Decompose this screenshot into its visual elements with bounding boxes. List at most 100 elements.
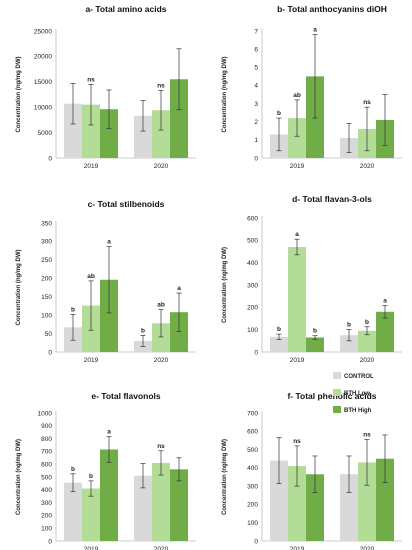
- bar-control-2019: [64, 482, 82, 541]
- significance-label: ab: [157, 302, 165, 309]
- panel-title: f- Total phenolic acids: [287, 391, 376, 401]
- y-tick-label: 500: [41, 474, 52, 481]
- x-tick-label: 2019: [290, 163, 305, 170]
- bar-bth-high-2019: [306, 474, 324, 541]
- legend: CONTROL BTH Low BTH High: [333, 372, 374, 414]
- y-axis-label: Concentration (ng/mg DW): [16, 439, 22, 515]
- bar-bth-low-2019: [288, 247, 306, 352]
- bar-bth-high-2019: [100, 279, 118, 352]
- significance-label: b: [347, 322, 351, 329]
- y-tick-label: 200: [247, 502, 258, 509]
- legend-label: BTH High: [344, 408, 372, 414]
- bar-control-2019: [270, 336, 288, 352]
- bar-bth-high-2020: [170, 79, 188, 158]
- significance-label: a: [177, 285, 181, 292]
- y-tick-label: 700: [41, 449, 52, 456]
- significance-label: b: [365, 319, 369, 326]
- y-tick-label: 200: [41, 276, 52, 283]
- y-tick-label: 25000: [34, 28, 52, 35]
- y-tick-label: 0: [48, 349, 52, 356]
- y-tick-label: 400: [247, 465, 258, 472]
- y-tick-label: 100: [41, 312, 52, 319]
- chart-panel-6: f- Total phenolic acids Concentration (ng…: [222, 391, 402, 550]
- y-tick-label: 300: [247, 483, 258, 490]
- y-axis-label: Concentration (ng/mg DW): [222, 439, 228, 515]
- y-tick-label: 10000: [34, 105, 52, 112]
- y-tick-label: 700: [247, 410, 258, 417]
- y-axis-label: Concentration (ng/mg DW): [222, 57, 228, 133]
- significance-label: ns: [157, 443, 165, 450]
- y-axis-label: Concentration (ng/mg DW): [16, 250, 22, 326]
- significance-label: ns: [293, 438, 301, 445]
- bar-control-2020: [340, 335, 358, 352]
- panel-title: b- Total anthocyanins diOH: [277, 4, 387, 14]
- x-tick-label: 2019: [290, 357, 305, 364]
- y-tick-label: 3: [254, 101, 258, 108]
- significance-label: a: [313, 27, 317, 34]
- significance-label: ns: [157, 82, 165, 89]
- bar-bth-low-2020: [358, 462, 376, 541]
- y-tick-label: 2: [254, 119, 258, 126]
- significance-label: b: [89, 473, 93, 480]
- x-tick-label: 2020: [360, 163, 375, 170]
- significance-label: ab: [293, 92, 301, 99]
- y-tick-label: 300: [41, 500, 52, 507]
- chart-panel-3: c- Total stilbenoids Concentration (ng/mg…: [16, 199, 196, 364]
- y-tick-label: 600: [247, 215, 258, 222]
- y-tick-label: 350: [41, 220, 52, 227]
- x-tick-label: 2019: [290, 546, 305, 550]
- y-tick-label: 800: [41, 436, 52, 443]
- significance-label: b: [141, 327, 145, 334]
- legend-swatch: [333, 406, 341, 413]
- x-tick-label: 2020: [360, 546, 375, 550]
- y-tick-label: 5: [254, 65, 258, 72]
- y-tick-label: 1: [254, 137, 258, 144]
- bar-bth-low-2019: [82, 104, 100, 158]
- bar-bth-low-2020: [358, 330, 376, 352]
- y-tick-label: 600: [41, 462, 52, 469]
- significance-label: ns: [87, 76, 95, 83]
- y-tick-label: 100: [247, 327, 258, 334]
- significance-label: ns: [363, 432, 371, 439]
- panel-title: c- Total stilbenoids: [88, 199, 165, 209]
- significance-label: b: [71, 466, 75, 473]
- chart-panel-2: b- Total anthocyanins diOH Concentration …: [222, 4, 402, 170]
- x-tick-label: 2020: [154, 546, 169, 550]
- significance-label: a: [383, 298, 387, 305]
- significance-label: a: [295, 231, 299, 238]
- bar-bth-high-2019: [100, 449, 118, 541]
- y-tick-label: 250: [41, 257, 52, 264]
- y-tick-label: 7: [254, 28, 258, 35]
- significance-label: b: [71, 306, 75, 313]
- y-tick-label: 0: [48, 155, 52, 162]
- bar-bth-low-2020: [152, 110, 170, 158]
- bar-bth-high-2019: [100, 109, 118, 158]
- y-tick-label: 0: [254, 349, 258, 356]
- x-tick-label: 2020: [360, 357, 375, 364]
- significance-label: a: [107, 429, 111, 436]
- y-tick-label: 1000: [38, 410, 53, 417]
- y-tick-label: 0: [48, 538, 52, 545]
- panel-title: a- Total amino acids: [85, 4, 166, 14]
- bar-bth-low-2019: [288, 466, 306, 541]
- significance-label: b: [277, 110, 281, 117]
- bar-bth-high-2020: [376, 458, 394, 541]
- x-tick-label: 2020: [154, 163, 169, 170]
- bar-control-2020: [134, 115, 152, 158]
- y-tick-label: 900: [41, 423, 52, 430]
- y-tick-label: 5000: [38, 130, 53, 137]
- x-tick-label: 2019: [84, 163, 99, 170]
- chart-panel-4: d- Total flavan-3-ols Concentration (ng/m…: [222, 194, 402, 364]
- bar-bth-low-2019: [82, 488, 100, 541]
- y-tick-label: 50: [45, 331, 53, 338]
- y-tick-label: 100: [247, 520, 258, 527]
- bar-control-2020: [134, 475, 152, 541]
- y-tick-label: 200: [247, 305, 258, 312]
- y-axis-label: Concentration (ng/mg DW): [16, 57, 22, 133]
- x-tick-label: 2019: [84, 546, 99, 550]
- bar-control-2020: [340, 474, 358, 541]
- panel-title: d- Total flavan-3-ols: [292, 194, 372, 204]
- significance-label: a: [107, 239, 111, 246]
- y-tick-label: 150: [41, 294, 52, 301]
